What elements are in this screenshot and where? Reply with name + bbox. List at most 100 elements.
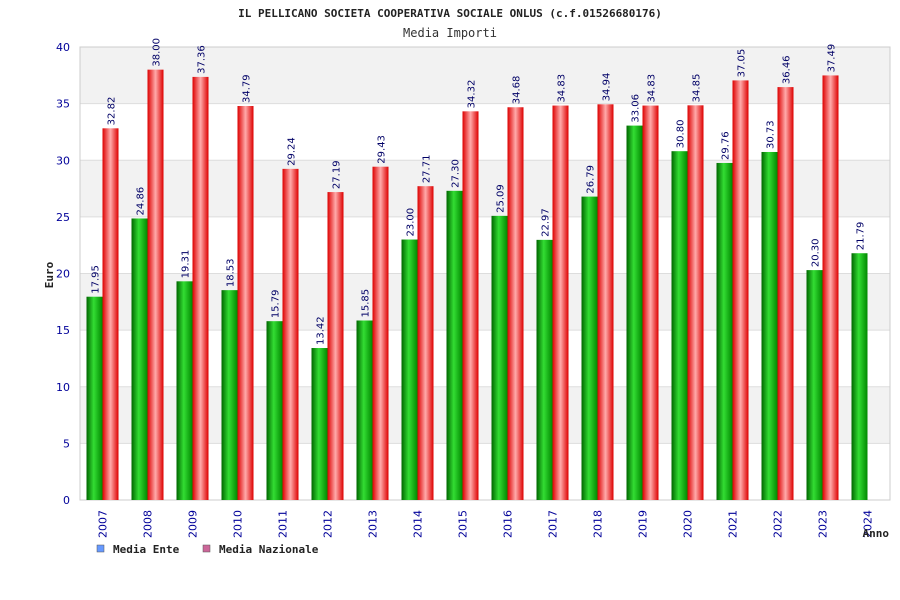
x-tick-label: 2013 — [367, 510, 380, 538]
data-label: 38.00 — [152, 38, 163, 67]
data-label: 24.86 — [136, 187, 147, 216]
bar-media-ente — [86, 296, 103, 500]
bar-media-nazionale — [372, 166, 389, 500]
data-label: 29.24 — [287, 137, 298, 166]
legend-label: Media Nazionale — [219, 543, 319, 556]
bar-media-nazionale — [192, 76, 209, 500]
y-tick-label: 0 — [63, 494, 70, 507]
x-tick-label: 2022 — [772, 510, 785, 538]
data-label: 22.97 — [541, 208, 552, 237]
data-label: 30.80 — [676, 120, 687, 149]
data-label: 29.76 — [721, 131, 732, 160]
grid-band — [80, 330, 890, 387]
legend-label: Media Ente — [113, 543, 180, 556]
data-label: 15.79 — [271, 290, 282, 319]
y-tick-label: 35 — [56, 98, 70, 111]
legend-swatch — [96, 544, 105, 553]
data-label: 34.83 — [647, 74, 658, 103]
data-label: 21.79 — [856, 222, 867, 251]
legend-swatch — [202, 544, 211, 553]
bar-media-nazionale — [777, 87, 794, 500]
data-label: 29.43 — [377, 135, 388, 164]
data-label: 23.00 — [406, 208, 417, 237]
bar-media-ente — [446, 190, 463, 500]
x-tick-label: 2012 — [322, 510, 335, 538]
bar-media-nazionale — [237, 106, 254, 501]
x-tick-label: 2014 — [412, 510, 425, 538]
y-tick-label: 25 — [56, 211, 70, 224]
x-tick-label: 2019 — [637, 510, 650, 538]
bar-media-ente — [671, 151, 688, 500]
data-label: 34.83 — [557, 74, 568, 103]
data-label: 25.09 — [496, 184, 507, 213]
data-label: 37.49 — [827, 44, 838, 73]
bar-media-nazionale — [822, 75, 839, 500]
data-label: 37.36 — [197, 45, 208, 74]
bar-media-nazionale — [507, 107, 524, 501]
grid-band — [80, 216, 890, 274]
bar-media-ente — [266, 321, 283, 500]
data-label: 13.42 — [316, 316, 327, 345]
bar-media-ente — [806, 270, 823, 500]
data-label: 27.19 — [332, 160, 343, 189]
data-label: 26.79 — [586, 165, 597, 194]
x-tick-label: 2020 — [682, 510, 695, 538]
data-label: 17.95 — [91, 265, 102, 294]
grid-band — [80, 103, 890, 161]
bars — [86, 69, 868, 501]
x-axis-ticks: 2007 2008 2009 2010 2011 2012 2013 2014 2015 2016… — [97, 510, 875, 538]
x-tick-label: 2007 — [97, 510, 110, 538]
bar-media-ente — [221, 290, 238, 500]
bar-media-nazionale — [732, 80, 749, 500]
y-axis-label: Euro — [43, 261, 56, 288]
chart-subtitle: Media Importi — [403, 26, 497, 40]
x-tick-label: 2017 — [547, 510, 560, 538]
bar-media-ente — [851, 253, 868, 500]
bar-media-ente — [581, 196, 598, 500]
data-label: 20.30 — [811, 238, 822, 267]
data-label: 33.06 — [631, 94, 642, 123]
bar-media-nazionale — [147, 69, 164, 501]
bar-media-ente — [356, 320, 373, 500]
bar-media-nazionale — [327, 192, 344, 501]
data-label: 19.31 — [181, 250, 192, 279]
plot-border — [79, 46, 891, 501]
grid-band — [80, 443, 890, 500]
x-tick-label: 2023 — [817, 510, 830, 538]
x-tick-label: 2008 — [142, 510, 155, 538]
data-label: 34.85 — [692, 74, 703, 103]
x-tick-label: 2015 — [457, 510, 470, 538]
data-labels: 17.95 24.86 19.31 18.53 15.79 13.42 15.85 23.00… — [91, 38, 867, 345]
data-label: 34.94 — [602, 73, 613, 102]
bar-media-nazionale — [102, 128, 119, 500]
bar-media-nazionale — [282, 168, 299, 500]
bar-media-ente — [176, 281, 193, 500]
data-label: 15.85 — [361, 289, 372, 318]
y-tick-label: 30 — [56, 154, 70, 167]
data-label: 27.71 — [422, 155, 433, 184]
grid-band — [80, 386, 890, 444]
bar-media-nazionale — [462, 111, 479, 501]
legend: Media Ente Media Nazionale — [96, 543, 319, 556]
x-tick-label: 2021 — [727, 510, 740, 538]
x-tick-label: 2011 — [277, 510, 290, 538]
bar-media-nazionale — [552, 105, 569, 501]
y-tick-label: 10 — [56, 381, 70, 394]
data-label: 37.05 — [737, 49, 748, 78]
y-axis-ticks: 0 5 10 15 20 25 30 35 40 — [56, 41, 70, 507]
bar-media-ente — [626, 125, 643, 501]
x-tick-label: 2024 — [862, 510, 875, 538]
bar-media-ente — [491, 215, 508, 500]
data-label: 18.53 — [226, 259, 237, 288]
x-tick-label: 2016 — [502, 510, 515, 538]
data-label: 34.32 — [467, 80, 478, 109]
bar-media-ente — [536, 239, 553, 500]
bar-media-nazionale — [687, 105, 704, 500]
data-label: 34.68 — [512, 76, 523, 105]
bar-media-ente — [761, 151, 778, 500]
bar-media-nazionale — [642, 105, 659, 501]
bar-media-ente — [716, 162, 733, 500]
x-tick-label: 2010 — [232, 510, 245, 538]
bar-media-ente — [131, 218, 148, 500]
x-tick-label: 2018 — [592, 510, 605, 538]
